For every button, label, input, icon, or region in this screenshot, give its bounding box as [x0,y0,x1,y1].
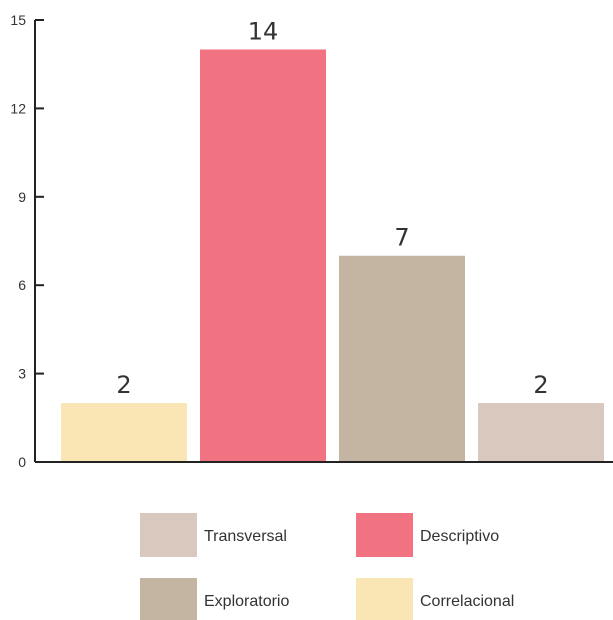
legend-item-descriptivo: Descriptivo [356,513,499,557]
bar-descriptivo [200,49,326,462]
data-labels-layer: 2 14 7 2 [116,17,548,399]
legend-label-descriptivo: Descriptivo [420,528,499,545]
legend-swatch-descriptivo [356,513,413,557]
legend-label-correlacional: Correlacional [420,593,514,610]
data-label-correlacional: 2 [116,371,131,399]
legend-swatch-transversal [140,513,197,557]
y-tick-label: 12 [10,100,26,116]
bar-exploratorio [339,255,465,462]
legend-item-transversal: Transversal [140,513,287,557]
data-label-transversal: 2 [533,371,548,399]
bar-correlacional [61,403,187,462]
legend: Transversal Descriptivo Exploratorio Correl… [140,513,514,620]
legend-label-transversal: Transversal [204,528,287,545]
bar-transversal [478,403,604,462]
y-tick-label: 0 [18,454,26,470]
axes: 0 3 6 9 12 15 [10,12,613,470]
data-label-descriptivo: 14 [248,17,279,45]
y-tick-label: 3 [18,366,26,382]
legend-swatch-exploratorio [140,578,197,620]
y-tick-label: 15 [10,12,26,28]
y-tick-label: 6 [18,277,26,293]
bars-layer [61,49,604,462]
legend-item-exploratorio: Exploratorio [140,578,289,620]
legend-label-exploratorio: Exploratorio [204,593,289,610]
y-tick-label: 9 [18,189,26,205]
legend-swatch-correlacional [356,578,413,620]
legend-item-correlacional: Correlacional [356,578,514,620]
data-label-exploratorio: 7 [394,224,409,252]
